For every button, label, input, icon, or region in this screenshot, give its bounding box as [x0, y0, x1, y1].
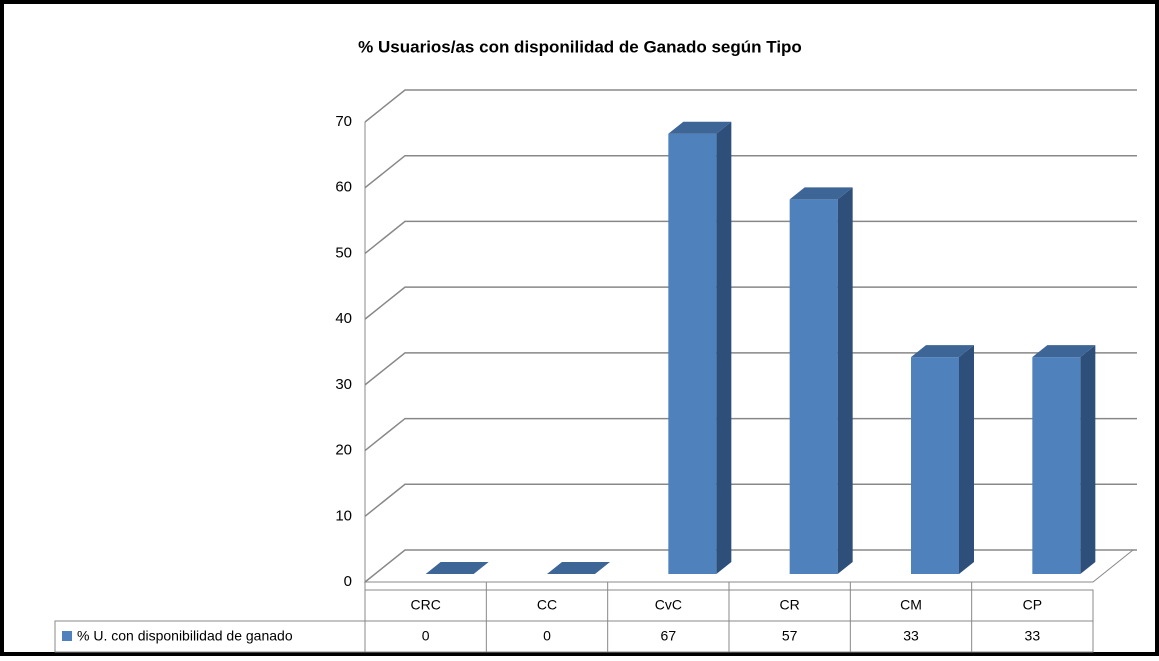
grid-line — [364, 89, 1137, 123]
table-value: 33 — [1025, 628, 1041, 644]
table-value: 0 — [422, 628, 430, 644]
bar-top — [911, 345, 974, 358]
grid-line — [364, 286, 1137, 320]
grid-line — [364, 549, 1137, 583]
bar — [425, 562, 489, 574]
bar-top — [425, 562, 489, 574]
chart-title: % Usuarios/as con disponilidad de Ganado… — [358, 37, 802, 56]
x-tick-label: CC — [537, 597, 557, 613]
bar-side — [1080, 345, 1096, 574]
table-value: 57 — [782, 628, 798, 644]
bar-side — [959, 345, 974, 574]
y-tick-label: 30 — [335, 376, 352, 393]
bar-front — [789, 199, 838, 574]
legend-key — [62, 631, 72, 641]
table-value: 33 — [903, 628, 919, 644]
grid-line — [364, 483, 1137, 517]
bar-front — [1032, 357, 1081, 574]
y-tick-label: 0 — [344, 573, 352, 590]
grid-line — [364, 417, 1137, 452]
grid-line — [364, 154, 1137, 189]
x-tick-label: CP — [1023, 597, 1042, 613]
bar-front — [911, 357, 959, 574]
y-tick-label: 10 — [335, 507, 352, 524]
x-tick-label: CM — [900, 597, 922, 613]
bar — [547, 562, 610, 574]
bar-side — [837, 187, 853, 574]
table-value: 0 — [543, 628, 551, 644]
bar-top — [547, 562, 610, 574]
bar-top — [789, 187, 853, 200]
bar — [1032, 345, 1096, 574]
x-tick-label: CRC — [410, 597, 440, 613]
y-tick-label: 50 — [335, 244, 352, 261]
legend-label: % U. con disponibilidad de ganado — [77, 628, 293, 644]
y-tick-label: 70 — [335, 113, 352, 130]
grid-line — [364, 220, 1137, 255]
bar — [911, 345, 974, 574]
bar — [668, 121, 732, 574]
x-tick-label: CvC — [655, 597, 682, 613]
bar — [789, 187, 853, 574]
bar-side — [716, 121, 732, 574]
y-tick-label: 60 — [335, 179, 352, 196]
y-tick-label: 40 — [335, 310, 352, 327]
bar-top — [668, 121, 732, 134]
y-tick-label: 20 — [335, 442, 352, 459]
grid-line — [364, 352, 1137, 386]
bar-front — [668, 133, 717, 574]
table-value: 67 — [661, 628, 677, 644]
bar-top — [1032, 345, 1096, 358]
x-tick-label: CR — [780, 597, 800, 613]
